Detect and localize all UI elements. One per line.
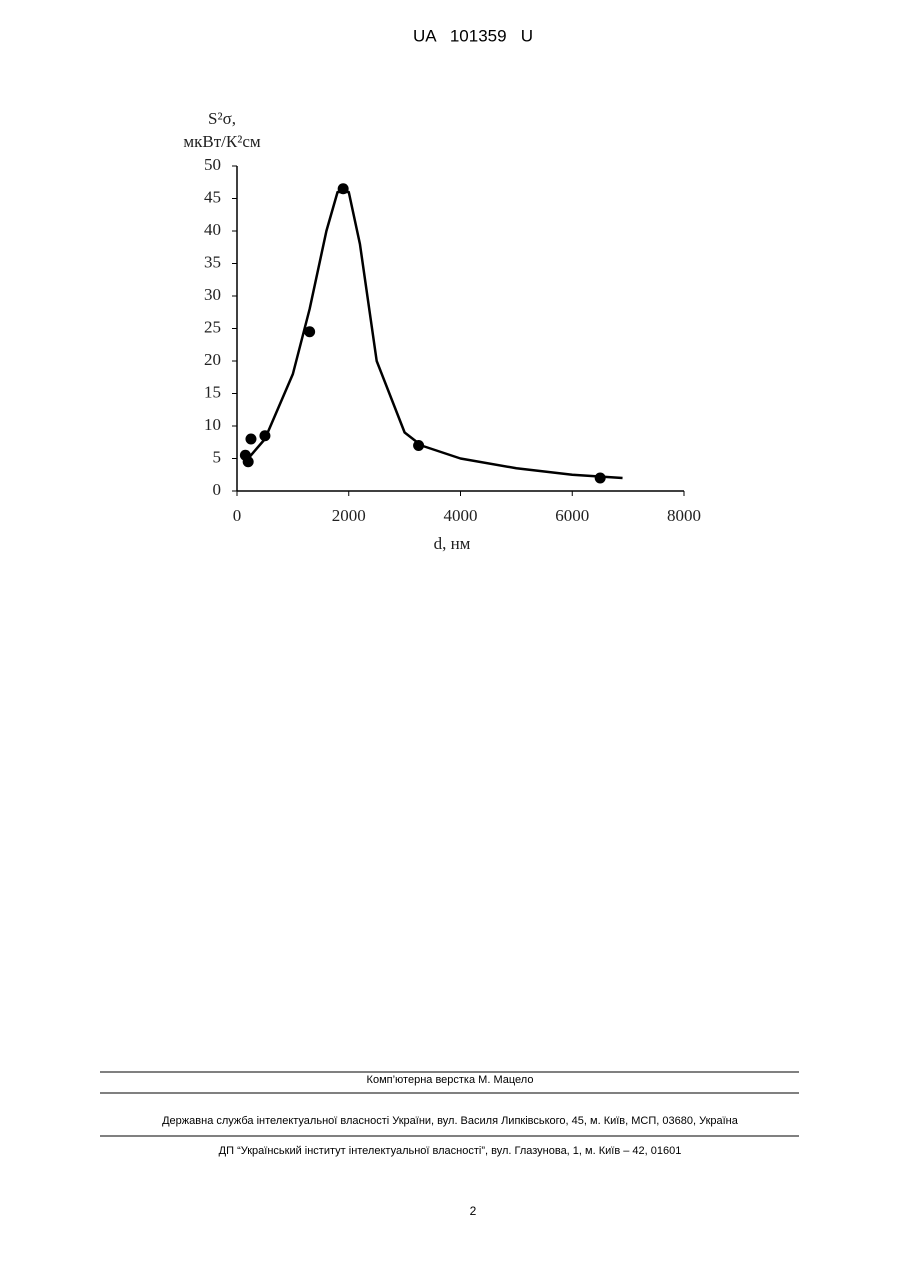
patent-number: UA 101359 U: [413, 26, 533, 45]
data-point: [338, 183, 349, 194]
fit-curve: [245, 192, 622, 478]
page: UA 101359 U S²σ, мкВт/К²см d, нм Комп’ют…: [0, 0, 901, 1273]
footer-institute: ДП “Український інститут інтелектуальної…: [219, 1145, 682, 1157]
y-tick-label: 50: [204, 155, 221, 174]
y-tick-label: 20: [204, 350, 221, 369]
data-point: [304, 326, 315, 337]
x-tick-label: 4000: [444, 506, 478, 525]
y-tick-label: 15: [204, 382, 221, 401]
x-tick-label: 6000: [555, 506, 589, 525]
x-tick-label: 8000: [667, 506, 701, 525]
y-tick-label: 10: [204, 415, 221, 434]
x-tick-label: 2000: [332, 506, 366, 525]
y-axis-label: S²σ,: [208, 109, 236, 128]
page-number: 2: [470, 1204, 477, 1218]
data-point: [595, 473, 606, 484]
y-tick-label: 25: [204, 317, 221, 336]
x-axis-label: d, нм: [434, 534, 471, 553]
y-tick-label: 35: [204, 252, 221, 271]
y-tick-label: 30: [204, 285, 221, 304]
data-point: [245, 434, 256, 445]
data-point: [243, 456, 254, 467]
y-tick-label: 45: [204, 187, 221, 206]
y-tick-label: 40: [204, 220, 221, 239]
footer-layout: Комп’ютерна верстка М. Мацело: [367, 1074, 534, 1086]
data-point: [413, 440, 424, 451]
y-axis-label: мкВт/К²см: [183, 132, 260, 151]
y-tick-label: 0: [213, 480, 222, 499]
document: UA 101359 U S²σ, мкВт/К²см d, нм Комп’ют…: [0, 0, 901, 1273]
y-tick-label: 5: [213, 447, 222, 466]
footer-office: Державна служба інтелектуальної власност…: [162, 1115, 739, 1127]
x-tick-label: 0: [233, 506, 242, 525]
data-point: [259, 430, 270, 441]
